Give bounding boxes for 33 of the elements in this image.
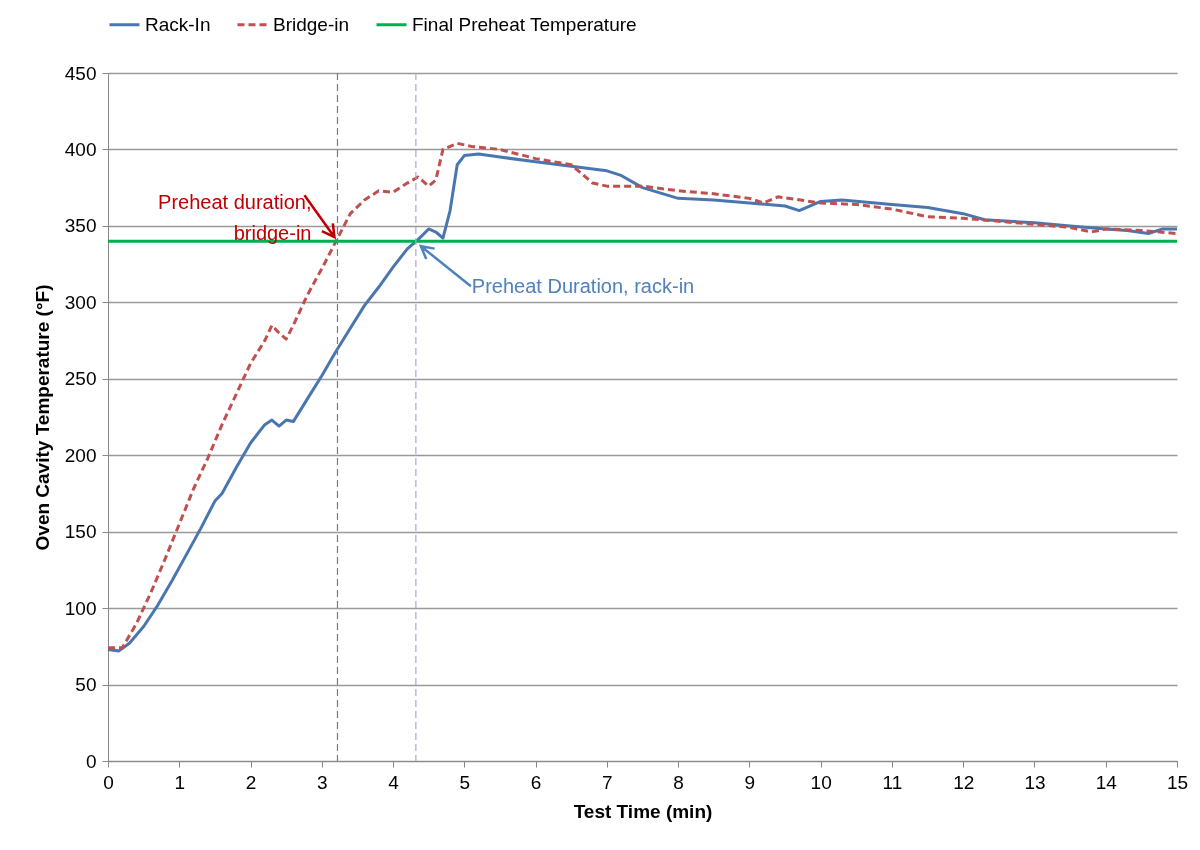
y-axis-title: Oven Cavity Temperature (°F) — [31, 284, 53, 551]
x-tick-label: 5 — [459, 771, 471, 793]
y-tick-label: 350 — [64, 215, 97, 237]
y-tick-label: 100 — [64, 597, 97, 619]
y-tick-label: 400 — [64, 138, 97, 160]
x-tick-label: 2 — [245, 771, 257, 793]
x-tick-label: 14 — [1095, 771, 1118, 793]
y-tick-label: 0 — [85, 750, 97, 772]
y-tick-label: 200 — [64, 444, 97, 466]
x-tick-label: 7 — [602, 771, 613, 793]
annotation: Preheat duration, bridge-in — [158, 191, 312, 245]
x-tick-label: 9 — [744, 771, 756, 793]
y-tick-label: 50 — [75, 674, 97, 696]
x-axis-title: Test Time (min) — [573, 800, 713, 822]
legend-label: Final Preheat Temperature — [412, 13, 637, 35]
x-tick-label: 0 — [103, 771, 114, 793]
annotation: Preheat Duration, rack-in — [471, 275, 695, 298]
x-tick-label: 8 — [673, 771, 684, 793]
x-tick-label: 3 — [317, 771, 328, 793]
y-tick-label: 300 — [64, 291, 97, 313]
y-tick-label: 150 — [64, 521, 97, 543]
legend-label: Rack-In — [145, 13, 211, 35]
y-tick-label: 250 — [64, 368, 97, 390]
x-tick-label: 15 — [1166, 771, 1189, 793]
x-tick-label: 6 — [530, 771, 542, 793]
legend-label: Bridge-in — [273, 13, 350, 35]
x-tick-label: 13 — [1024, 771, 1046, 793]
x-tick-label: 1 — [174, 771, 186, 793]
x-tick-label: 11 — [882, 771, 903, 793]
x-tick-label: 4 — [388, 771, 400, 793]
x-tick-label: 10 — [810, 771, 832, 793]
x-tick-label: 12 — [953, 771, 975, 793]
y-tick-label: 450 — [64, 62, 97, 84]
